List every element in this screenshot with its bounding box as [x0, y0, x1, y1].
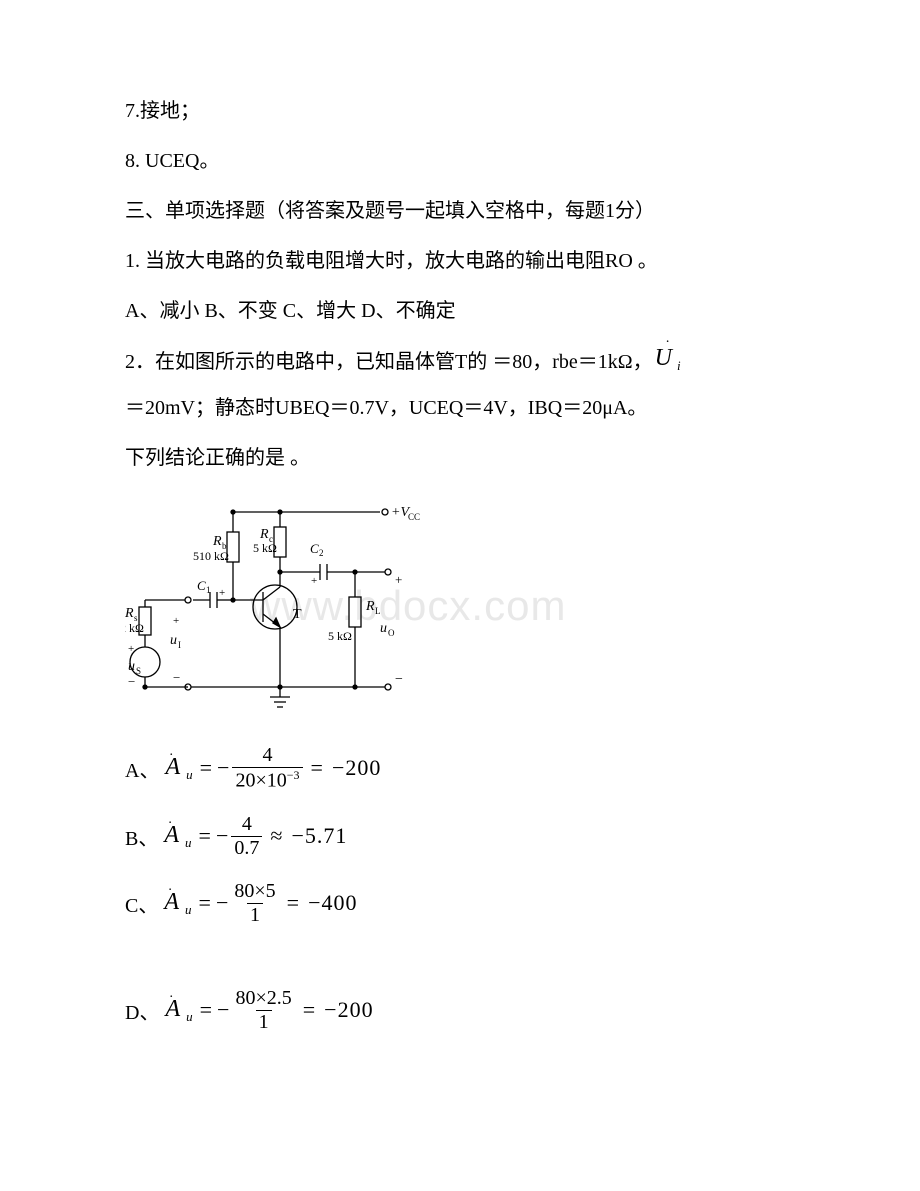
frac-d-num: 80×2.5 [232, 988, 294, 1010]
neg-b: − [216, 823, 228, 849]
au-dot-b: . [168, 812, 172, 828]
eq-c1: = [199, 890, 211, 916]
svg-text:R: R [259, 527, 269, 542]
eq-c2: = [287, 890, 299, 916]
frac-c-den: 1 [247, 903, 263, 926]
result-d: −200 [324, 997, 373, 1023]
frac-a-num: 4 [260, 745, 276, 767]
result-a: −200 [332, 755, 381, 781]
option-a: A、 . A u = − 4 20×10−3 = −200 [125, 745, 795, 792]
svg-text:2: 2 [319, 548, 324, 558]
q2-line2: ＝20mV；静态时UBEQ＝0.7V，UCEQ＝4V，IBQ＝20μA。 [125, 392, 795, 424]
au-dot-c: . [168, 879, 172, 895]
svg-text:I: I [178, 640, 181, 650]
opt-d-label: D、 [125, 996, 159, 1025]
frac-a: 4 20×10−3 [232, 745, 302, 792]
result-c: −400 [308, 890, 357, 916]
q2-line1: 2．在如图所示的电路中，已知晶体管T的 ＝80，rbe＝1kΩ， . U i [125, 345, 795, 374]
section-3-heading: 三、单项选择题（将答案及题号一起填入空格中，每题1分） [125, 195, 795, 227]
au-sub-d: u [186, 1009, 193, 1024]
svg-text:u: u [170, 633, 177, 648]
svg-text:+: + [173, 615, 179, 627]
svg-text:1: 1 [206, 585, 211, 595]
svg-text:−: − [173, 670, 180, 685]
svg-text:R: R [125, 606, 134, 621]
svg-text:S: S [136, 666, 141, 676]
neg-d: − [217, 997, 229, 1023]
frac-b: 4 0.7 [231, 814, 262, 859]
frac-b-num: 4 [239, 814, 255, 836]
eq-a1: = [200, 755, 212, 781]
ui-symbol: . U i [655, 345, 681, 374]
frac-a-den: 20×10−3 [232, 767, 302, 792]
opt-c-label: C、 [125, 889, 158, 918]
q2-line1-text: 2．在如图所示的电路中，已知晶体管T的 ＝80，rbe＝1kΩ， [125, 345, 653, 374]
au-sub: u [186, 767, 193, 782]
frac-b-den: 0.7 [231, 836, 262, 859]
opt-b-label: B、 [125, 822, 158, 851]
svg-text:u: u [128, 659, 135, 674]
svg-text:5 kΩ: 5 kΩ [328, 629, 352, 643]
neg-a: − [217, 755, 229, 781]
svg-text:O: O [388, 628, 395, 638]
svg-text:C: C [310, 541, 319, 556]
svg-text:C: C [197, 578, 206, 593]
frac-d: 80×2.5 1 [232, 988, 294, 1033]
svg-text:+: + [128, 643, 134, 655]
q1-options: A、减小 B、不变 C、增大 D、不确定 [125, 295, 795, 327]
option-b: B、 . A u = − 4 0.7 ≈ −5.71 [125, 814, 795, 859]
svg-text:L: L [375, 606, 381, 616]
opt-a-label: A、 [125, 754, 159, 783]
q1-text: 1. 当放大电路的负载电阻增大时，放大电路的输出电阻RO 。 [125, 245, 795, 277]
au-dot: . [169, 744, 173, 760]
eq-d1: = [200, 997, 212, 1023]
au-symbol-a: . A u [165, 754, 192, 783]
au-sub-c: u [185, 902, 192, 917]
svg-text:2 kΩ: 2 kΩ [125, 621, 144, 635]
ui-letter: U [655, 345, 672, 371]
eq-d2: = [303, 997, 315, 1023]
svg-text:R: R [365, 599, 375, 614]
svg-text:510 kΩ: 510 kΩ [193, 549, 229, 563]
ui-dot: . [666, 331, 670, 347]
q2-line3: 下列结论正确的是 。 [125, 442, 795, 474]
svg-text:T: T [293, 607, 302, 622]
svg-text:CC: CC [408, 512, 420, 522]
svg-text:+: + [395, 572, 402, 587]
svg-text:+: + [311, 575, 317, 587]
svg-text:+: + [219, 587, 225, 599]
au-symbol-c: . A u [164, 889, 191, 918]
svg-text:R: R [212, 534, 222, 549]
frac-d-den: 1 [256, 1010, 272, 1033]
circuit-svg: +V CC R b 510 kΩ R c 5 kΩ T [125, 492, 425, 722]
neg-c: − [216, 890, 228, 916]
line-7: 7.接地； [125, 95, 795, 127]
au-sub-b: u [185, 835, 192, 850]
approx-b: ≈ [270, 823, 282, 849]
au-dot-d: . [169, 986, 173, 1002]
frac-c-num: 80×5 [231, 881, 278, 903]
svg-text:−: − [128, 674, 135, 689]
frac-c: 80×5 1 [231, 881, 278, 926]
option-d: D、 . A u = − 80×2.5 1 = −200 [125, 988, 795, 1033]
eq-a2: = [311, 755, 323, 781]
line-8: 8. UCEQ。 [125, 145, 795, 177]
circuit-diagram: www.bdocx.com +V CC R b 510 kΩ R c 5 kΩ [125, 492, 795, 727]
option-c: C、 . A u = − 80×5 1 = −400 [125, 881, 795, 926]
eq-b1: = [199, 823, 211, 849]
ui-sub: i [677, 358, 681, 373]
au-symbol-d: . A u [165, 996, 192, 1025]
au-symbol-b: . A u [164, 822, 191, 851]
svg-text:u: u [380, 621, 387, 636]
result-b: −5.71 [291, 823, 347, 849]
svg-text:−: − [395, 672, 403, 687]
svg-text:5 kΩ: 5 kΩ [253, 541, 277, 555]
